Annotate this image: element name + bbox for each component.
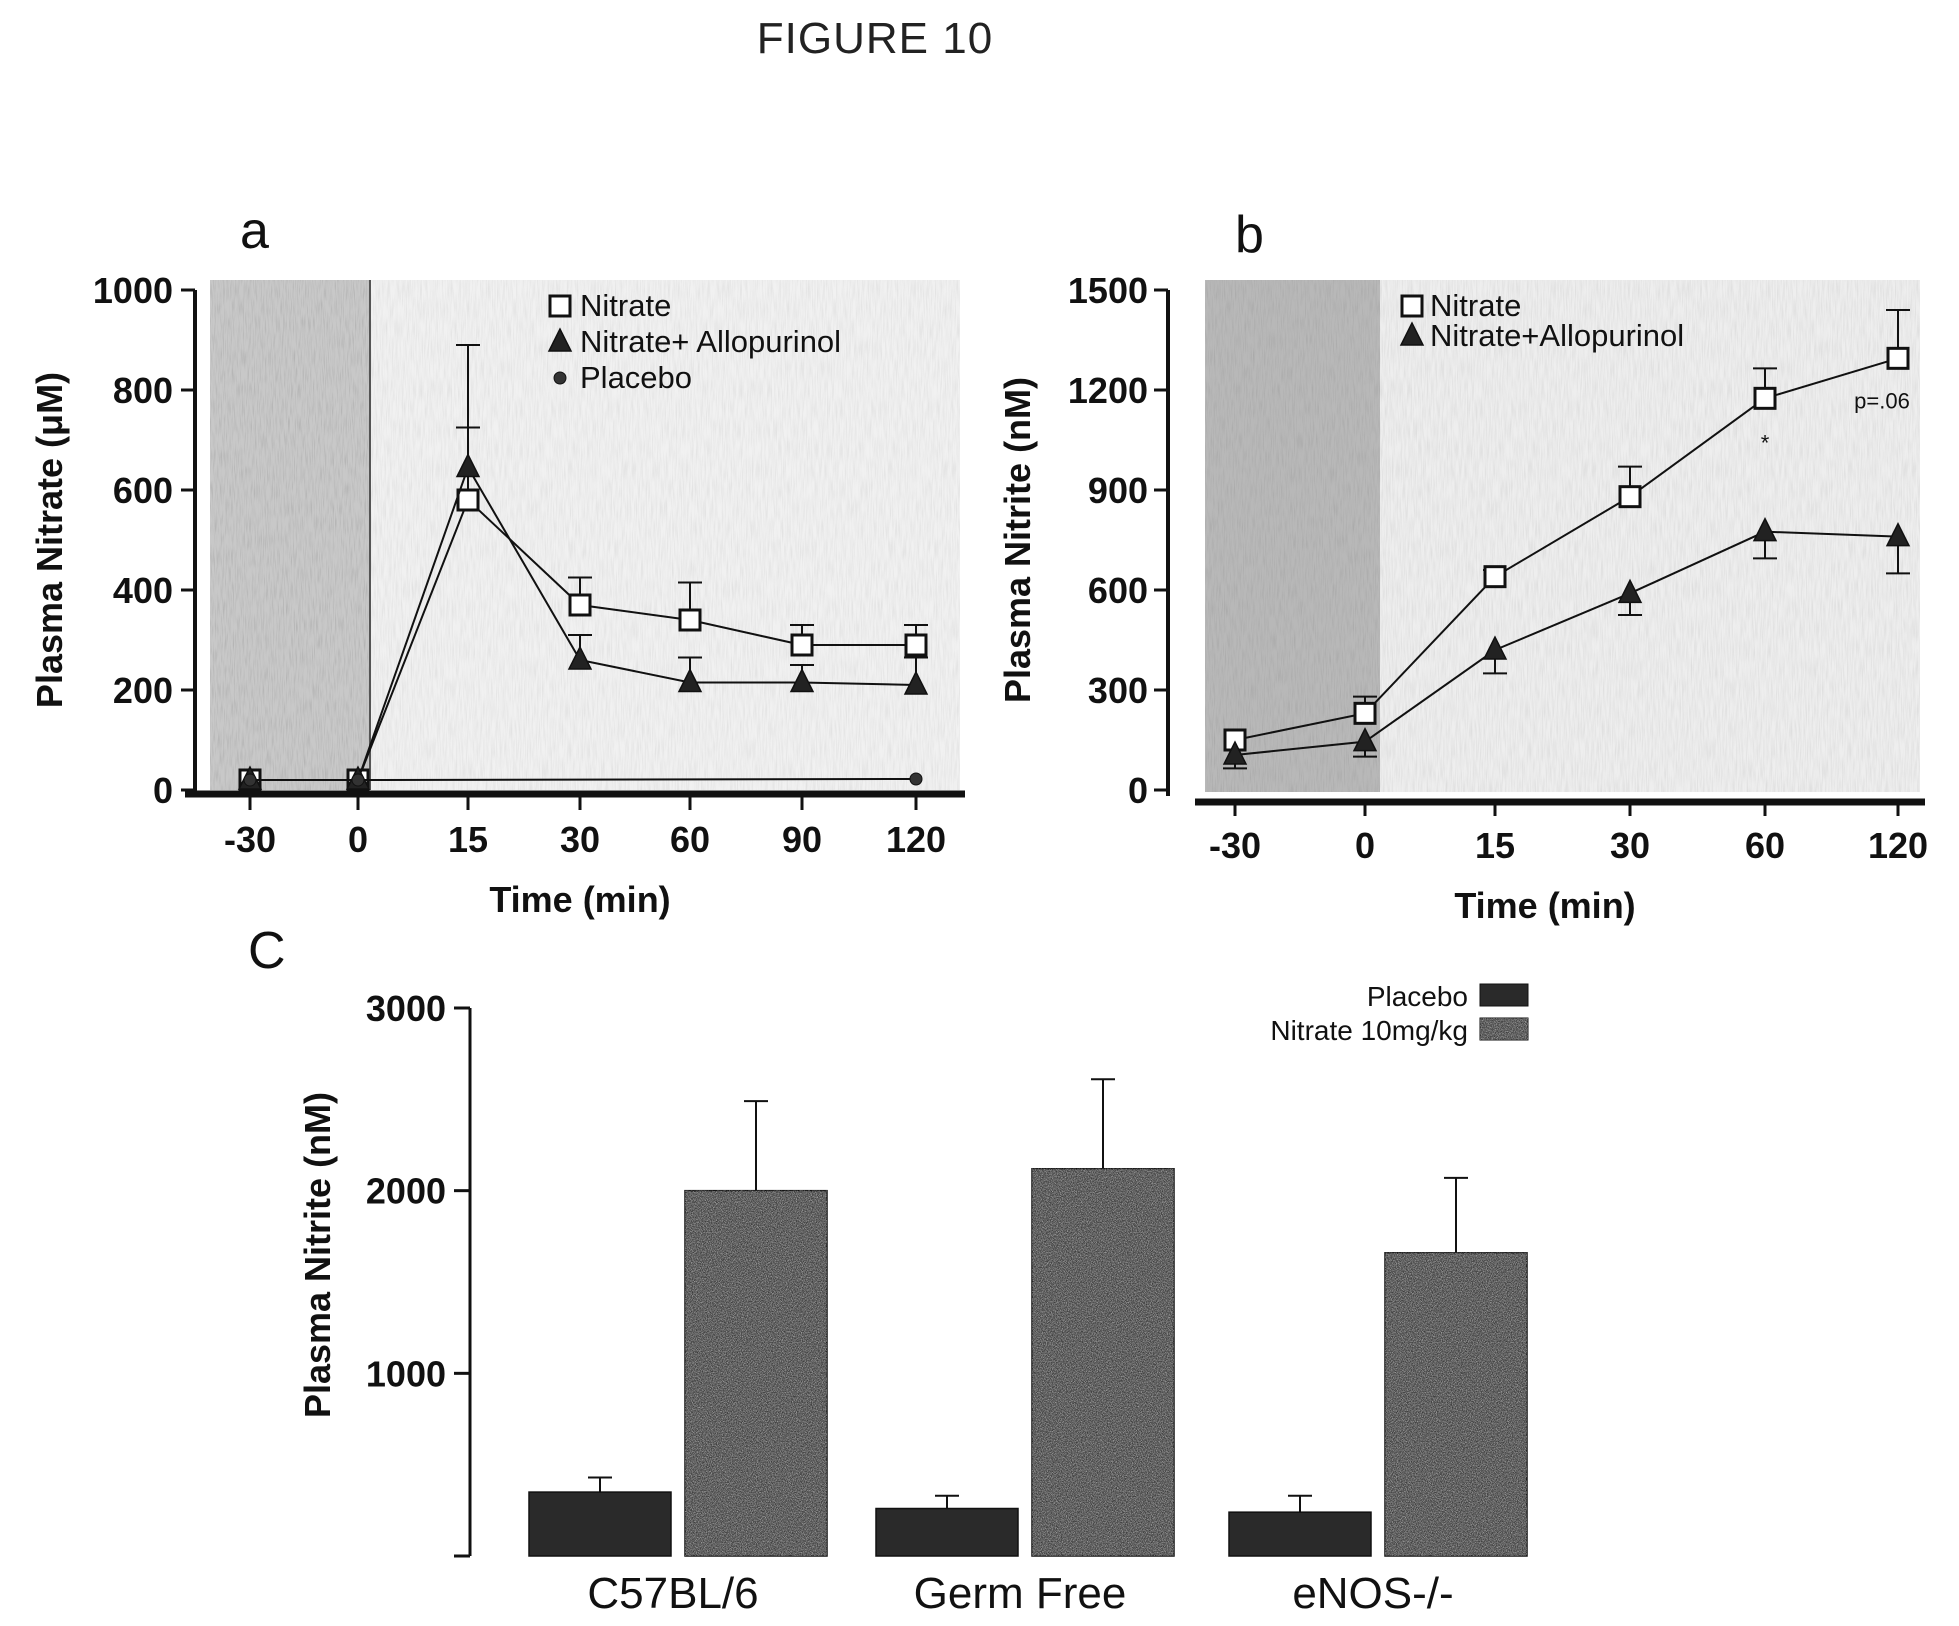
legend-marker bbox=[553, 371, 567, 385]
legend-label: Nitrate bbox=[1430, 288, 1521, 323]
y-tick-label: 300 bbox=[1088, 670, 1148, 711]
x-tick-label: 0 bbox=[1355, 825, 1375, 866]
data-point bbox=[909, 772, 923, 786]
figure-title: FIGURE 10 bbox=[756, 14, 994, 63]
data-point bbox=[1617, 578, 1643, 604]
x-tick-label: 0 bbox=[348, 819, 368, 860]
bar-placebo bbox=[528, 1491, 672, 1557]
data-point bbox=[568, 593, 592, 617]
legend-swatch bbox=[1479, 983, 1529, 1007]
y-tick-label: 400 bbox=[113, 570, 173, 611]
p-value-annotation: p=.06 bbox=[1854, 388, 1910, 413]
pre-dose-shading-texture bbox=[1205, 280, 1380, 792]
y-tick-label: 3000 bbox=[366, 988, 446, 1029]
legend-swatch-texture bbox=[1480, 1018, 1528, 1040]
x-tick-label: 15 bbox=[1475, 825, 1515, 866]
y-tick-label: 0 bbox=[153, 770, 173, 811]
y-tick-label: 600 bbox=[113, 470, 173, 511]
data-point bbox=[1618, 485, 1642, 509]
y-tick-label: 1200 bbox=[1068, 370, 1148, 411]
data-point bbox=[1353, 701, 1377, 725]
y-axis-title: Plasma Nitrite (nM) bbox=[297, 1092, 338, 1418]
panel-b: b 0 300 600 900 1200 1500 -30 0 15 30 60 120 Time (mi… bbox=[997, 206, 1928, 926]
panel-letter-a: a bbox=[240, 202, 269, 260]
data-point bbox=[904, 633, 928, 657]
data-point bbox=[790, 633, 814, 657]
data-point bbox=[1885, 521, 1911, 547]
legend-marker bbox=[547, 327, 573, 352]
panel-a: a 0 200 400 600 800 1000 -30 0 15 30 60 90 120 Time (m… bbox=[29, 202, 965, 920]
series-line-nitrate-allopurinol bbox=[1234, 530, 1899, 756]
data-point bbox=[677, 667, 703, 693]
panel-c: C 1000 2000 3000 Plasma Nitrite (nM) C57BL/6 G… bbox=[248, 922, 1529, 1618]
y-axis-title: Plasma Nitrate (μM) bbox=[29, 372, 70, 708]
data-point bbox=[1753, 386, 1777, 410]
data-point bbox=[789, 667, 815, 693]
x-tick-label: 120 bbox=[886, 819, 946, 860]
data-point bbox=[1222, 740, 1248, 765]
x-tick-label: 120 bbox=[1868, 825, 1928, 866]
significance-asterisk: * bbox=[1761, 430, 1770, 455]
x-tick-label: -30 bbox=[1209, 825, 1261, 866]
category-label: eNOS-/- bbox=[1292, 1569, 1453, 1618]
data-point bbox=[243, 773, 257, 787]
x-tick-label: 30 bbox=[560, 819, 600, 860]
legend-label: Nitrate+Allopurinol bbox=[1430, 318, 1684, 353]
data-point bbox=[1886, 346, 1910, 370]
bar-placebo bbox=[1228, 1511, 1372, 1557]
pre-dose-shading-texture bbox=[210, 280, 370, 790]
series-line-placebo bbox=[250, 778, 917, 781]
panel-letter-c: C bbox=[248, 922, 286, 980]
x-tick-label: -30 bbox=[224, 819, 276, 860]
data-point bbox=[1352, 726, 1378, 752]
legend-marker bbox=[1399, 321, 1425, 346]
data-point bbox=[1482, 635, 1508, 660]
panel-letter-b: b bbox=[1235, 206, 1264, 264]
y-tick-label: 900 bbox=[1088, 470, 1148, 511]
y-tick-label: 1000 bbox=[93, 270, 173, 311]
category-label: C57BL/6 bbox=[587, 1569, 758, 1618]
series-line-nitrate bbox=[1234, 357, 1899, 741]
bar-texture bbox=[1032, 1168, 1174, 1556]
y-tick-label: 800 bbox=[113, 370, 173, 411]
data-point bbox=[903, 670, 929, 695]
bar-texture bbox=[685, 1190, 827, 1556]
y-tick-label: 200 bbox=[113, 670, 173, 711]
x-tick-label: 15 bbox=[448, 819, 488, 860]
legend-label: Placebo bbox=[1367, 981, 1468, 1012]
legend-label: Nitrate bbox=[580, 288, 671, 323]
x-tick-label: 90 bbox=[782, 819, 822, 860]
legend-marker bbox=[1400, 294, 1424, 318]
legend-marker bbox=[548, 294, 572, 318]
y-tick-label: 0 bbox=[1128, 770, 1148, 811]
data-point bbox=[1483, 565, 1507, 589]
y-axis-title: Plasma Nitrite (nM) bbox=[997, 377, 1038, 703]
legend-label: Nitrate+ Allopurinol bbox=[580, 324, 841, 359]
plot-background-texture bbox=[1380, 280, 1920, 792]
legend-label: Nitrate 10mg/kg bbox=[1270, 1015, 1468, 1046]
x-axis-title: Time (min) bbox=[489, 879, 670, 920]
bar-placebo bbox=[875, 1507, 1019, 1557]
data-point bbox=[678, 608, 702, 632]
x-tick-label: 60 bbox=[1745, 825, 1785, 866]
data-point bbox=[455, 452, 481, 478]
y-tick-label: 1500 bbox=[1068, 270, 1148, 311]
legend-label: Placebo bbox=[580, 360, 692, 395]
data-point bbox=[567, 645, 593, 670]
y-tick-label: 600 bbox=[1088, 570, 1148, 611]
data-point bbox=[1752, 516, 1778, 542]
x-tick-label: 30 bbox=[1610, 825, 1650, 866]
category-label: Germ Free bbox=[914, 1569, 1127, 1618]
x-tick-label: 60 bbox=[670, 819, 710, 860]
data-point bbox=[456, 488, 480, 512]
x-axis-title: Time (min) bbox=[1454, 885, 1635, 926]
data-point bbox=[351, 773, 365, 787]
y-tick-label: 1000 bbox=[366, 1353, 446, 1394]
y-tick-label: 2000 bbox=[366, 1171, 446, 1212]
bar-texture bbox=[1385, 1252, 1527, 1556]
